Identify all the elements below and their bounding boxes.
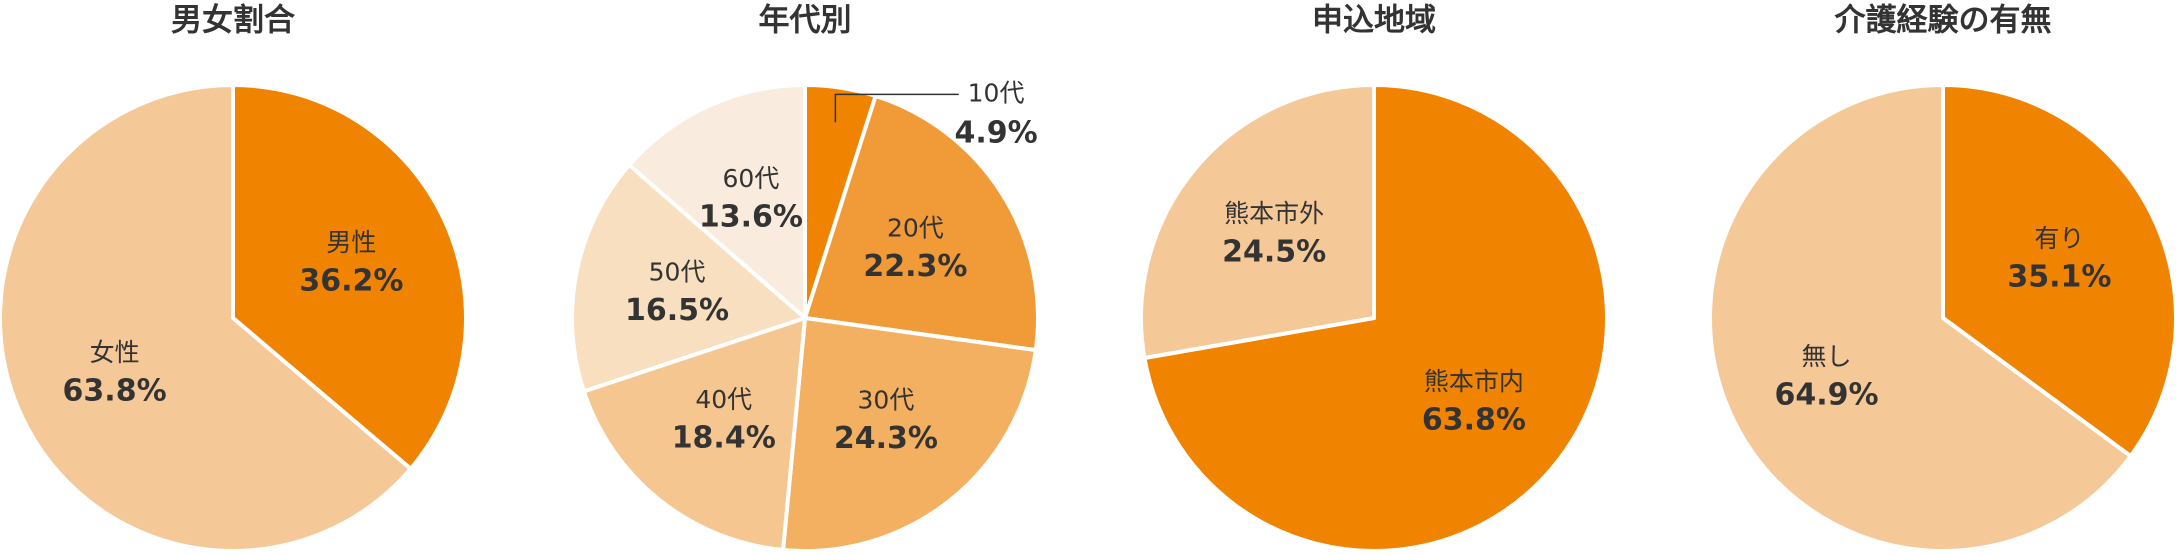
value-label: 22.3% <box>863 249 967 284</box>
leader-line <box>834 93 959 123</box>
slice-label: 女性 <box>90 338 140 367</box>
value-label: 36.2% <box>299 264 403 299</box>
pie-slice <box>1708 83 2133 553</box>
pie-slice <box>581 316 807 552</box>
value-label: 63.8% <box>63 373 167 408</box>
slice-label: 熊本市内 <box>1424 367 1524 396</box>
slice-label: 40代 <box>695 385 752 414</box>
value-label: 4.9% <box>954 115 1037 150</box>
slice-label: 10代 <box>968 78 1025 107</box>
value-label: 35.1% <box>2007 260 2111 295</box>
slice-label: 無し <box>1802 342 1852 371</box>
value-label: 64.9% <box>1775 377 1879 412</box>
pie-slice <box>570 163 807 394</box>
slice-label: 男性 <box>326 228 376 257</box>
slice-label: 熊本市外 <box>1224 199 1324 228</box>
pie-slice <box>627 83 807 320</box>
slice-label: 30代 <box>858 385 915 414</box>
pie-slice <box>803 93 1040 353</box>
value-label: 24.5% <box>1222 235 1326 270</box>
value-label: 24.3% <box>834 421 938 456</box>
pie-slice <box>1139 83 1376 361</box>
chart-title: 申込地域 <box>1312 3 1436 39</box>
pie-slice <box>0 83 413 553</box>
value-label: 63.8% <box>1422 402 1526 437</box>
pie-slice <box>781 316 1038 553</box>
value-label: 16.5% <box>625 293 729 328</box>
slice-label: 20代 <box>887 213 944 242</box>
value-label: 18.4% <box>672 421 776 456</box>
value-label: 13.6% <box>699 200 803 235</box>
chart-title: 男女割合 <box>171 3 295 39</box>
chart-title: 介護経験の有無 <box>1834 3 2052 39</box>
slice-label: 60代 <box>723 164 780 193</box>
pie-slice <box>1941 83 2176 459</box>
pie-slice <box>231 83 468 471</box>
slice-label: 50代 <box>649 257 706 286</box>
slice-label: 有り <box>2034 224 2084 253</box>
chart-title: 年代別 <box>759 3 852 39</box>
